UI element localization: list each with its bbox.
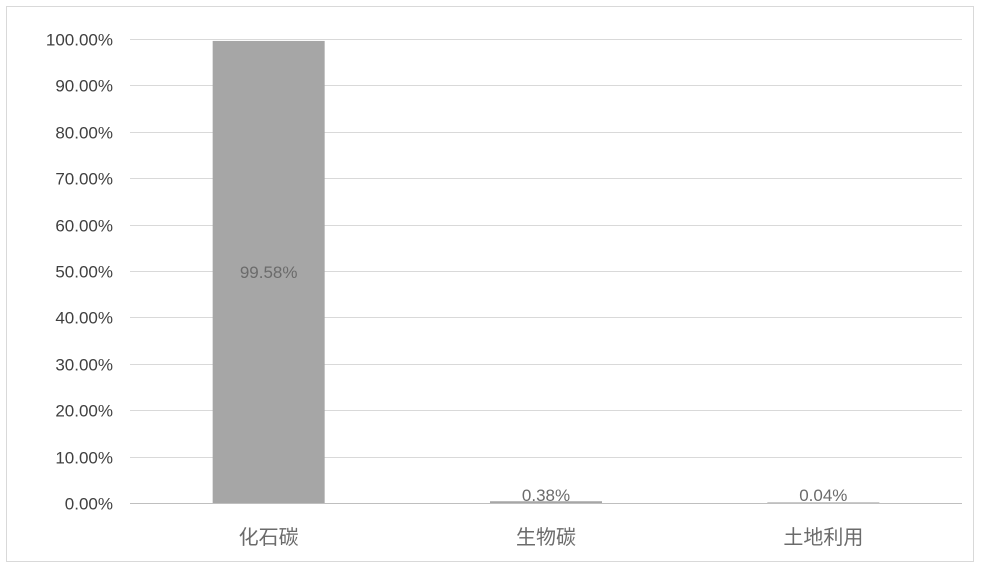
data-label: 0.38% [522, 486, 570, 505]
bar-1 [212, 40, 325, 504]
data-label: 0.04% [799, 486, 847, 505]
y-tick-label: 40.00% [55, 309, 113, 328]
bar-2 [490, 501, 602, 503]
category-label: 生物碳 [516, 525, 576, 549]
y-tick-label: 100.00% [46, 31, 113, 50]
y-tick-label: 60.00% [55, 217, 113, 236]
y-tick-label: 0.00% [65, 495, 113, 514]
category-label: 土地利用 [783, 525, 863, 549]
x-axis-category-labels: 化石碳 生物碳 土地利用 [239, 525, 864, 549]
category-label: 化石碳 [239, 525, 299, 549]
y-tick-label: 10.00% [55, 449, 113, 468]
bar-3 [767, 502, 880, 503]
data-label: 99.58% [240, 263, 298, 282]
data-labels: 99.58% 0.38% 0.04% [240, 263, 848, 505]
y-tick-label: 70.00% [55, 170, 113, 189]
chart-frame [6, 6, 974, 562]
y-axis-tick-labels: 0.00% 10.00% 20.00% 30.00% 40.00% 50.00% 60.00… [46, 31, 113, 514]
y-tick-label: 80.00% [55, 124, 113, 143]
bars [212, 40, 880, 504]
y-tick-label: 20.00% [55, 402, 113, 421]
y-tick-label: 50.00% [55, 263, 113, 282]
y-tick-label: 30.00% [55, 356, 113, 375]
y-tick-label: 90.00% [55, 77, 113, 96]
